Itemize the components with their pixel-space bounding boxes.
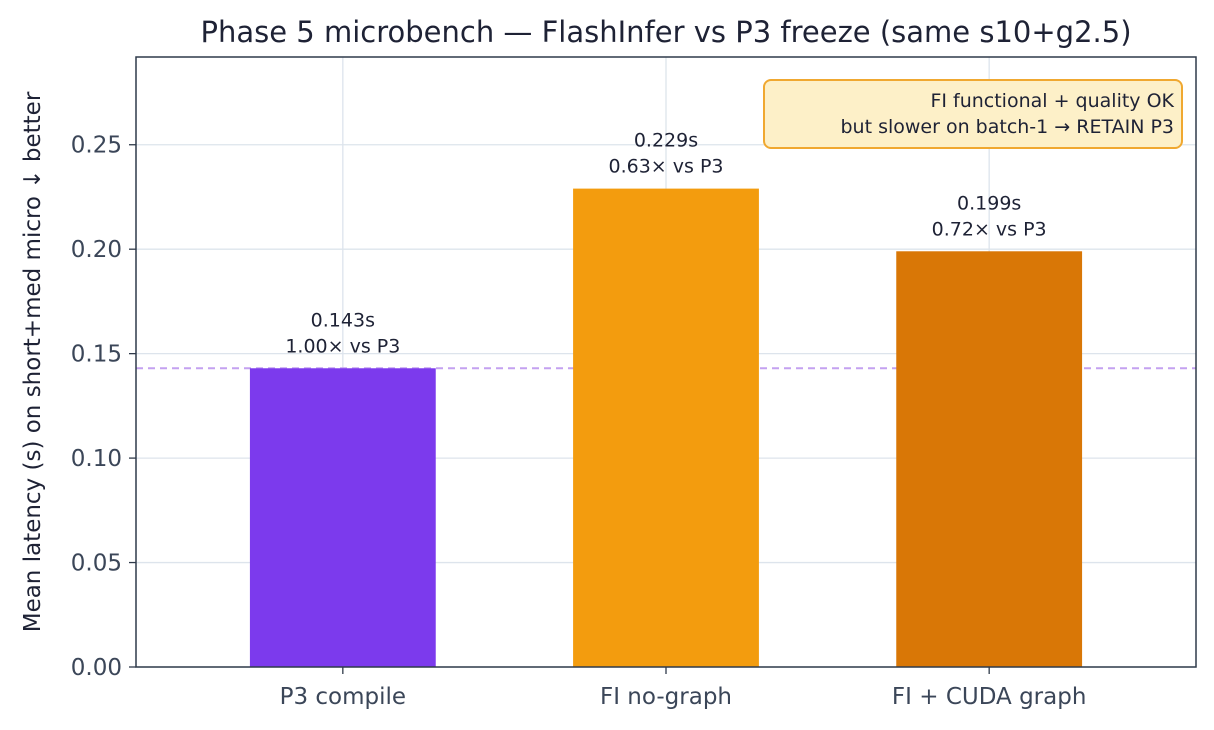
plot-frame	[135, 56, 1197, 668]
x-tick-label: FI no-graph	[600, 684, 732, 710]
y-tick-label: 0.25	[71, 133, 122, 159]
x-tick-label: FI + CUDA graph	[892, 684, 1086, 710]
bar	[249, 368, 436, 667]
bar-ratio-label: 1.00× vs P3	[285, 335, 400, 357]
y-axis-label: Mean latency (s) on short+med micro ↓ be…	[20, 91, 46, 632]
axes: 0.00 0.05 0.10 0.15 0.20 0.25 P3 compile FI no-…	[71, 56, 1197, 710]
y-tick-label: 0.20	[71, 237, 122, 263]
bar-value-label: 0.143s	[311, 309, 375, 331]
bar-ratio-label: 0.72× vs P3	[932, 218, 1047, 240]
bar	[573, 188, 759, 667]
data-labels: 0.143s 1.00× vs P3 0.229s 0.63× vs P3 0.199s…	[285, 130, 1046, 358]
y-tick-label: 0.15	[71, 342, 122, 368]
annotation-box: FI functional + quality OK but slower on …	[763, 79, 1183, 149]
y-tick-label: 0.05	[71, 551, 122, 577]
x-tick-label: P3 compile	[280, 684, 406, 710]
bar-value-label: 0.199s	[957, 192, 1021, 214]
annotation-text: FI functional + quality OK	[930, 90, 1174, 112]
bar	[896, 251, 1083, 667]
annotation-box-bg	[763, 79, 1183, 149]
bar-value-label: 0.229s	[634, 130, 698, 152]
chart-title: Phase 5 microbench — FlashInfer vs P3 fr…	[200, 15, 1131, 49]
bars	[249, 188, 1083, 667]
y-tick-label: 0.10	[71, 446, 122, 472]
annotation-text: but slower on batch-1 → RETAIN P3	[840, 116, 1174, 138]
y-tick-label: 0.00	[71, 655, 122, 681]
bar-ratio-label: 0.63× vs P3	[609, 156, 724, 178]
